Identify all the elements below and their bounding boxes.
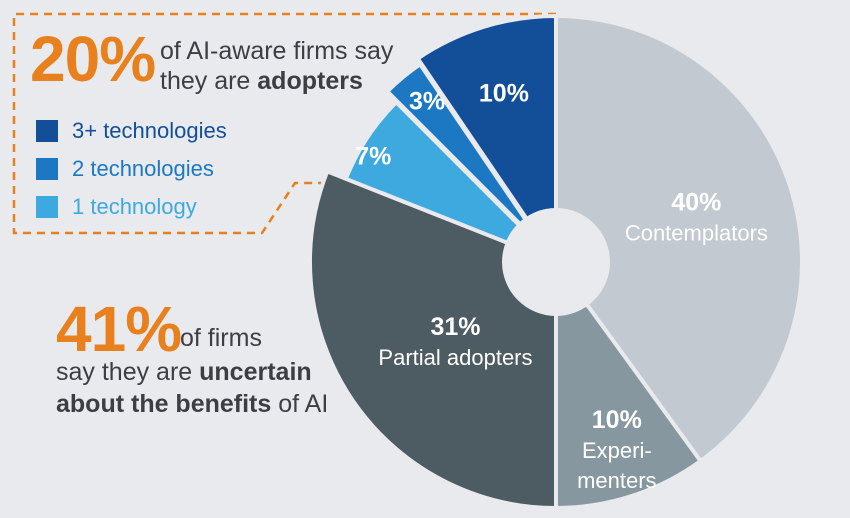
slice-pct-label: 10%	[479, 80, 529, 108]
legend: 3+ technologies 2 technologies 1 technol…	[36, 112, 227, 226]
adopters-callout-box	[12, 12, 556, 235]
slice-name-label: Contemplators	[625, 220, 768, 245]
slice-name-label: menters	[577, 468, 656, 493]
adopters-line2-text: they are	[160, 67, 258, 95]
uncertain-percentage: 41%	[56, 293, 182, 365]
slice-pct-label: 3%	[409, 88, 445, 116]
slice-partial-adopters	[308, 168, 558, 511]
slice-3-technologies	[414, 13, 558, 269]
adopters-percentage: 20%	[30, 23, 156, 95]
slice-pct-label: 7%	[355, 142, 391, 170]
legend-item-1: 1 technology	[36, 188, 227, 226]
uncertain-line3-text: of AI	[271, 390, 329, 418]
adopters-description: of AI-aware firms say they are adopters	[160, 36, 393, 96]
legend-swatch-3plus	[36, 120, 58, 142]
uncertain-line3-bold: about the benefits	[56, 390, 272, 418]
legend-label-1: 1 technology	[72, 194, 197, 219]
uncertain-line2-text: say they are	[56, 358, 200, 386]
legend-swatch-1	[36, 196, 58, 218]
adopters-line2-bold: adopters	[257, 67, 363, 95]
uncertain-line3: about the benefits of AI	[56, 390, 328, 419]
legend-item-3plus: 3+ technologies	[36, 112, 227, 150]
slice-contemplators	[554, 13, 804, 464]
legend-label-2: 2 technologies	[72, 156, 214, 181]
legend-label-3plus: 3+ technologies	[72, 118, 227, 143]
slice-name-label: Partial adopters	[378, 345, 532, 370]
slice-name-label: Experi-	[582, 438, 652, 463]
legend-swatch-2	[36, 158, 58, 180]
uncertain-line2: say they are uncertain	[56, 358, 312, 387]
slice-pct-label: 10%	[592, 406, 642, 434]
uncertain-line1: of firms	[180, 324, 262, 352]
uncertain-line2-bold: uncertain	[199, 358, 312, 386]
slice-experimenters	[554, 255, 704, 511]
legend-item-2: 2 technologies	[36, 150, 227, 188]
adopters-line1: of AI-aware firms say	[160, 37, 394, 65]
slice-pct-label: 31%	[430, 313, 480, 341]
donut-hole	[502, 208, 610, 316]
slice-pct-label: 40%	[671, 188, 721, 216]
adopters-line2: they are adopters	[160, 66, 393, 96]
